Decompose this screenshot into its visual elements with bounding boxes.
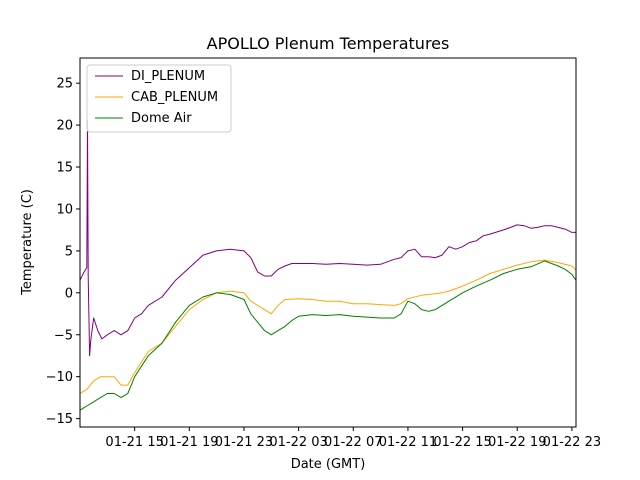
y-tick-label: 15 (56, 161, 73, 176)
x-tick-label: 01-21 15 (105, 435, 163, 450)
chart-title: APOLLO Plenum Temperatures (207, 34, 450, 53)
y-tick-label: 25 (56, 77, 73, 92)
y-tick-label: 10 (56, 202, 73, 217)
series-line-di-plenum (79, 120, 576, 357)
x-tick-label: 01-22 03 (269, 435, 327, 450)
y-tick-label: −10 (46, 370, 73, 385)
legend-box (86, 64, 232, 133)
legend-label-dome-air: Dome Air (131, 111, 192, 126)
y-tick-label: 20 (56, 119, 73, 134)
y-tick-label: −5 (54, 328, 73, 343)
series-layer (79, 120, 577, 411)
y-axis-ticks: −15 −10 −5 0 5 10 15 20 25 (46, 77, 80, 427)
legend-label-cab-plenum: CAB_PLENUM (131, 90, 218, 105)
y-tick-label: −15 (46, 412, 73, 427)
y-tick-label: 0 (65, 286, 73, 301)
x-tick-label: 01-21 19 (160, 435, 218, 450)
x-tick-label: 01-22 23 (543, 435, 601, 450)
x-tick-label: 01-21 23 (215, 435, 273, 450)
x-tick-label: 01-22 19 (488, 435, 546, 450)
series-line-dome-air (79, 260, 577, 411)
x-tick-label: 01-22 11 (379, 435, 437, 450)
legend: DI_PLENUM CAB_PLENUM Dome Air (86, 64, 232, 133)
legend-label-di-plenum: DI_PLENUM (131, 69, 205, 84)
x-tick-label: 01-22 15 (433, 435, 491, 450)
plot-frame (79, 57, 577, 428)
y-axis-title: Temperature (C) (20, 189, 35, 296)
x-tick-label: 01-22 07 (324, 435, 382, 450)
series-line-cab-plenum (79, 259, 577, 394)
y-tick-label: 5 (65, 244, 73, 259)
x-axis-title: Date (GMT) (291, 457, 366, 472)
